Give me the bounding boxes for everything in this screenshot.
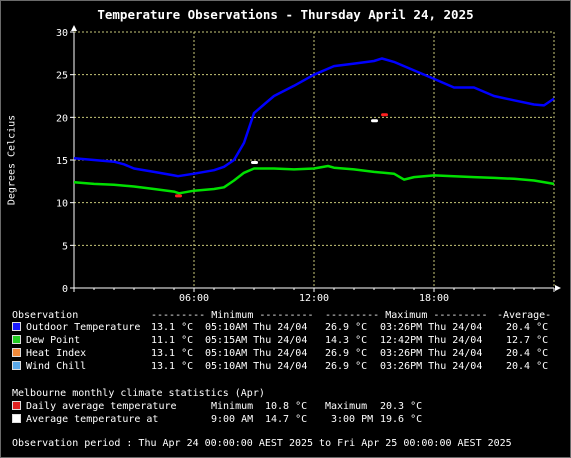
climate-label: Daily average temperature	[26, 401, 177, 412]
daily-average-temperature-minimum-marker	[175, 194, 182, 198]
chart-grid	[73, 31, 555, 289]
y-tick-label: 10	[56, 199, 68, 210]
average-temperature-at-9-00-am-marker	[251, 161, 258, 165]
obs-min-time: 05:10AM Thu 24/04	[205, 348, 308, 359]
chart-ticks: 0 5 10 15 20 25 30 06:00 12:00 18:00	[56, 28, 555, 304]
obs-max-time: 03:26PM Thu 24/04	[380, 322, 483, 333]
obs-max-time: 03:26PM Thu 24/04	[380, 361, 483, 372]
obs-min-value: 13.1 °C	[151, 322, 194, 333]
obs-min-time: 05:10AM Thu 24/04	[205, 322, 308, 333]
obs-header-observation: Observation	[12, 310, 79, 321]
climate-left-label: 9:00 AM	[211, 414, 254, 425]
y-tick-label: 30	[56, 28, 68, 39]
obs-max-value: 26.9 °C	[325, 361, 368, 372]
y-axis-arrow	[71, 25, 77, 31]
y-tick-label: 0	[62, 284, 68, 295]
obs-min-time: 05:15AM Thu 24/04	[205, 335, 308, 346]
x-axis-arrow	[555, 285, 561, 291]
obs-header-average: -Average-	[497, 310, 552, 321]
chart-markers	[175, 113, 388, 198]
y-tick-label: 20	[56, 113, 68, 124]
climate-right-label: 3:00 PM	[331, 414, 374, 425]
y-tick-label: 25	[56, 71, 68, 82]
daily-average-swatch	[12, 401, 21, 410]
average-at-swatch	[12, 414, 21, 423]
obs-max-time: 12:42PM Thu 24/04	[380, 335, 483, 346]
climate-title: Melbourne monthly climate statistics (Ap…	[12, 388, 265, 399]
climate-right-value: 19.6 °C	[380, 414, 423, 425]
obs-label: Outdoor Temperature	[26, 322, 141, 333]
obs-header-maximum: --------- Maximum ---------	[325, 310, 488, 321]
dew-point-line	[73, 164, 555, 195]
obs-average: 20.4 °C	[506, 322, 549, 333]
obs-max-value: 14.3 °C	[325, 335, 368, 346]
obs-max-value: 26.9 °C	[325, 322, 368, 333]
obs-average: 12.7 °C	[506, 335, 549, 346]
obs-header-minimum: --------- Minimum ---------	[151, 310, 314, 321]
climate-left-label: Minimum	[211, 401, 254, 412]
obs-average: 20.4 °C	[506, 348, 549, 359]
temperature-chart: 0 5 10 15 20 25 30 06:00 12:00 18:00	[56, 25, 561, 304]
y-axis-label: Degrees Celcius	[6, 114, 18, 206]
dew-point-swatch	[12, 335, 21, 344]
obs-min-value: 13.1 °C	[151, 361, 194, 372]
daily-average-temperature-maximum-marker	[381, 113, 388, 117]
chart-title: Temperature Observations - Thursday Apri…	[97, 7, 474, 22]
chart-series	[73, 57, 555, 195]
x-tick-label: 06:00	[179, 293, 209, 304]
outdoor-temperature-swatch	[12, 322, 21, 331]
x-tick-label: 12:00	[299, 293, 329, 304]
outdoor-temperature-line	[73, 57, 555, 178]
climate-left-value: 10.8 °C	[265, 401, 308, 412]
y-tick-label: 5	[62, 241, 68, 252]
climate-left-value: 14.7 °C	[265, 414, 308, 425]
climate-right-label: Maximum	[325, 401, 368, 412]
obs-min-time: 05:10AM Thu 24/04	[205, 361, 308, 372]
wind-chill-swatch	[12, 361, 21, 370]
average-temperature-at-3-00-pm-marker	[371, 119, 378, 123]
obs-label: Dew Point	[26, 335, 81, 346]
obs-average: 20.4 °C	[506, 361, 549, 372]
obs-max-time: 03:26PM Thu 24/04	[380, 348, 483, 359]
x-tick-label: 18:00	[419, 293, 449, 304]
obs-min-value: 11.1 °C	[151, 335, 194, 346]
obs-label: Heat Index	[26, 348, 87, 359]
obs-min-value: 13.1 °C	[151, 348, 194, 359]
climate-label: Average temperature at	[26, 414, 159, 425]
heat-index-swatch	[12, 348, 21, 357]
climate-right-value: 20.3 °C	[380, 401, 423, 412]
observation-period: Observation period : Thu Apr 24 00:00:00…	[12, 438, 512, 449]
obs-label: Wind Chill	[26, 361, 87, 372]
y-tick-label: 15	[56, 156, 68, 167]
obs-max-value: 26.9 °C	[325, 348, 368, 359]
